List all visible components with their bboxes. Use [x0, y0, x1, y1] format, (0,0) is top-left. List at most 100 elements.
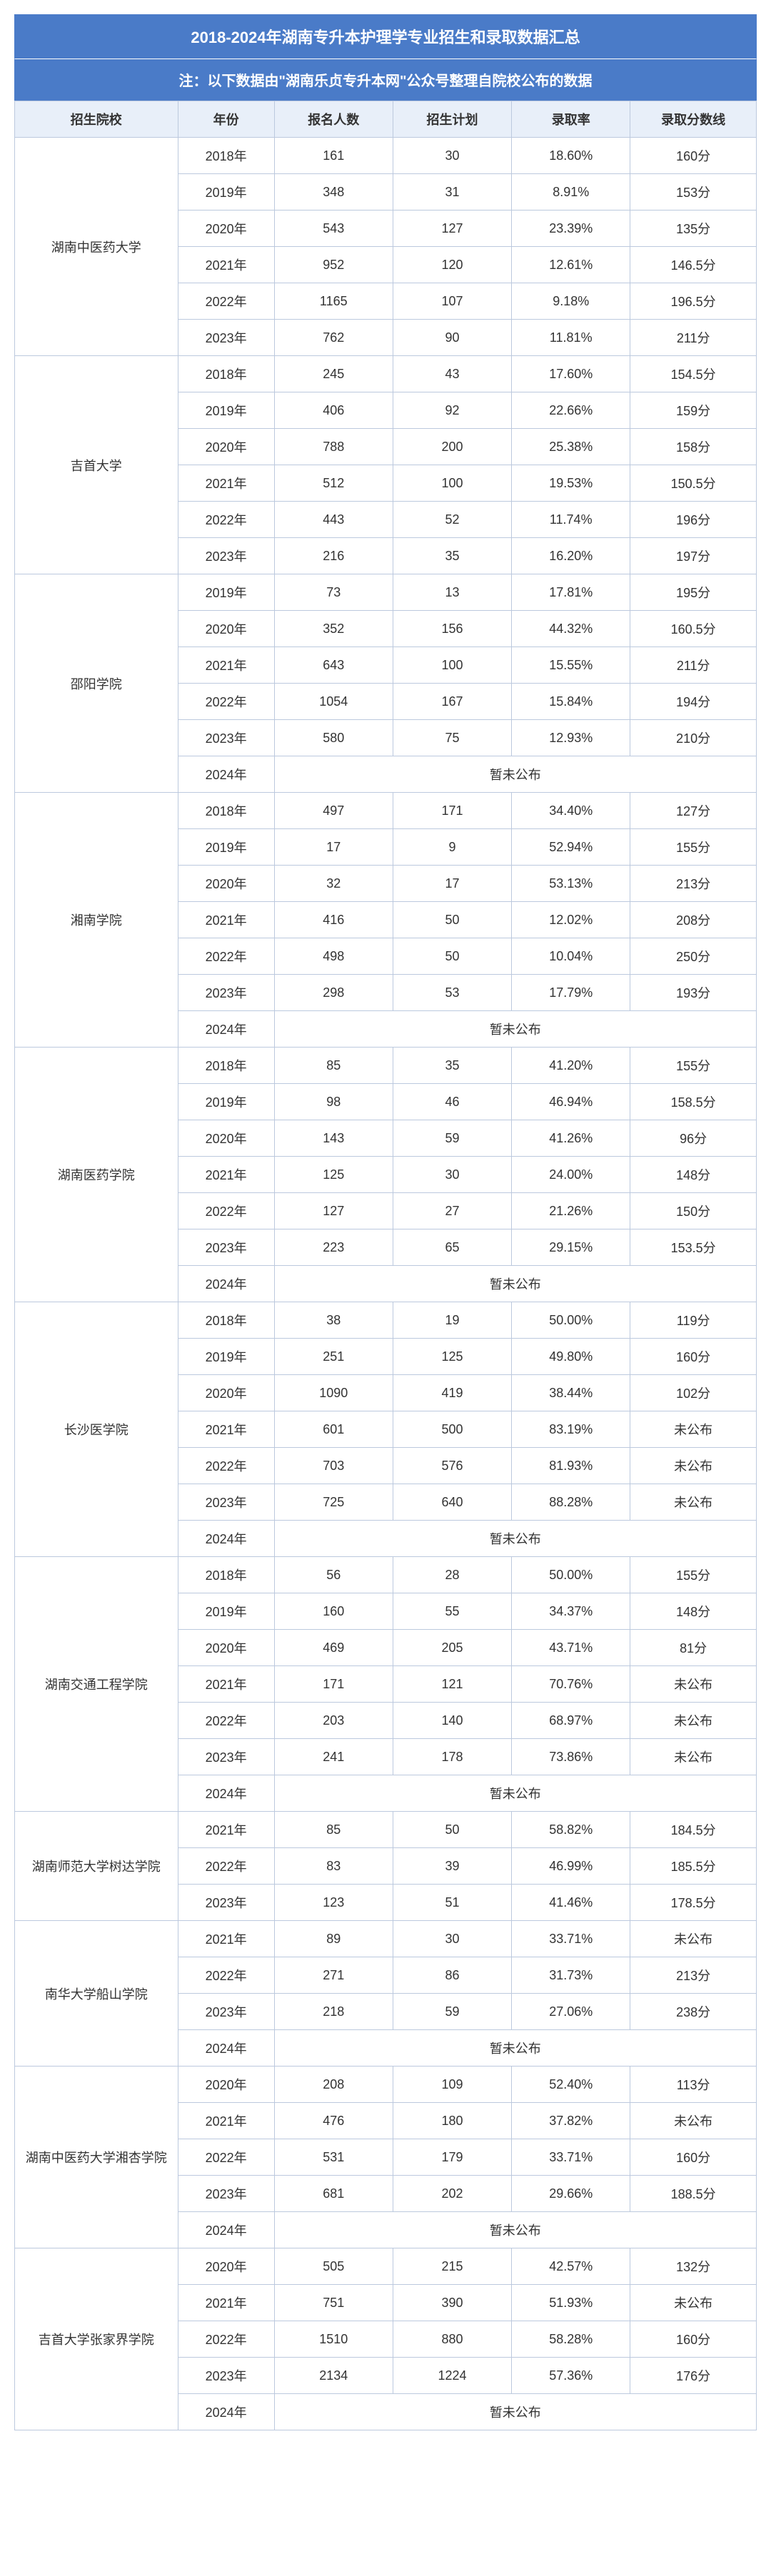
- applicants-cell: 98: [274, 1084, 393, 1120]
- year-cell: 2019年: [178, 1593, 274, 1630]
- year-cell: 2020年: [178, 611, 274, 647]
- plan-cell: 9: [393, 829, 511, 866]
- rate-cell: 41.26%: [512, 1120, 630, 1157]
- year-cell: 2024年: [178, 2212, 274, 2248]
- year-cell: 2018年: [178, 356, 274, 392]
- rate-cell: 22.66%: [512, 392, 630, 429]
- year-cell: 2021年: [178, 902, 274, 938]
- plan-cell: 27: [393, 1193, 511, 1229]
- year-cell: 2022年: [178, 1448, 274, 1484]
- applicants-cell: 601: [274, 1411, 393, 1448]
- rate-cell: 33.71%: [512, 1921, 630, 1957]
- plan-cell: 127: [393, 211, 511, 247]
- plan-cell: 121: [393, 1666, 511, 1703]
- pending-cell: 暂未公布: [274, 2394, 756, 2430]
- table-row: 湖南中医药大学2018年1613018.60%160分: [15, 138, 757, 174]
- year-cell: 2019年: [178, 1084, 274, 1120]
- note-subtitle: 注：以下数据由"湖南乐贞专升本网"公众号整理自院校公布的数据: [14, 59, 757, 101]
- applicants-cell: 143: [274, 1120, 393, 1157]
- applicants-cell: 1090: [274, 1375, 393, 1411]
- applicants-cell: 788: [274, 429, 393, 465]
- rate-cell: 27.06%: [512, 1994, 630, 2030]
- school-cell: 湖南师范大学树达学院: [15, 1812, 178, 1921]
- score-cell: 160分: [630, 2321, 757, 2358]
- rate-cell: 23.39%: [512, 211, 630, 247]
- applicants-cell: 580: [274, 720, 393, 756]
- plan-cell: 50: [393, 902, 511, 938]
- applicants-cell: 476: [274, 2103, 393, 2139]
- year-cell: 2019年: [178, 574, 274, 611]
- score-cell: 未公布: [630, 1921, 757, 1957]
- header-plan: 招生计划: [393, 101, 511, 138]
- plan-cell: 100: [393, 465, 511, 502]
- plan-cell: 419: [393, 1375, 511, 1411]
- school-cell: 邵阳学院: [15, 574, 178, 793]
- table-container: 2018-2024年湖南专升本护理学专业招生和录取数据汇总 注：以下数据由"湖南…: [0, 0, 771, 2445]
- year-cell: 2022年: [178, 502, 274, 538]
- applicants-cell: 83: [274, 1848, 393, 1885]
- score-cell: 150分: [630, 1193, 757, 1229]
- year-cell: 2018年: [178, 138, 274, 174]
- score-cell: 160分: [630, 2139, 757, 2176]
- applicants-cell: 218: [274, 1994, 393, 2030]
- rate-cell: 11.81%: [512, 320, 630, 356]
- year-cell: 2021年: [178, 2285, 274, 2321]
- plan-cell: 215: [393, 2248, 511, 2285]
- plan-cell: 125: [393, 1339, 511, 1375]
- year-cell: 2020年: [178, 429, 274, 465]
- rate-cell: 50.00%: [512, 1557, 630, 1593]
- score-cell: 196分: [630, 502, 757, 538]
- applicants-cell: 498: [274, 938, 393, 975]
- rate-cell: 58.82%: [512, 1812, 630, 1848]
- plan-cell: 28: [393, 1557, 511, 1593]
- plan-cell: 35: [393, 1048, 511, 1084]
- rate-cell: 10.04%: [512, 938, 630, 975]
- score-cell: 193分: [630, 975, 757, 1011]
- applicants-cell: 123: [274, 1885, 393, 1921]
- year-cell: 2023年: [178, 320, 274, 356]
- year-cell: 2022年: [178, 1848, 274, 1885]
- rate-cell: 44.32%: [512, 611, 630, 647]
- plan-cell: 51: [393, 1885, 511, 1921]
- applicants-cell: 56: [274, 1557, 393, 1593]
- plan-cell: 640: [393, 1484, 511, 1521]
- rate-cell: 17.79%: [512, 975, 630, 1011]
- table-row: 湖南医药学院2018年853541.20%155分: [15, 1048, 757, 1084]
- main-title: 2018-2024年湖南专升本护理学专业招生和录取数据汇总: [14, 14, 757, 59]
- applicants-cell: 443: [274, 502, 393, 538]
- year-cell: 2024年: [178, 1775, 274, 1812]
- plan-cell: 1224: [393, 2358, 511, 2394]
- rate-cell: 53.13%: [512, 866, 630, 902]
- applicants-cell: 543: [274, 211, 393, 247]
- plan-cell: 167: [393, 684, 511, 720]
- rate-cell: 50.00%: [512, 1302, 630, 1339]
- rate-cell: 46.94%: [512, 1084, 630, 1120]
- score-cell: 81分: [630, 1630, 757, 1666]
- score-cell: 160.5分: [630, 611, 757, 647]
- score-cell: 211分: [630, 320, 757, 356]
- applicants-cell: 952: [274, 247, 393, 283]
- applicants-cell: 1510: [274, 2321, 393, 2358]
- plan-cell: 31: [393, 174, 511, 211]
- table-row: 湘南学院2018年49717134.40%127分: [15, 793, 757, 829]
- header-row: 招生院校 年份 报名人数 招生计划 录取率 录取分数线: [15, 101, 757, 138]
- rate-cell: 83.19%: [512, 1411, 630, 1448]
- plan-cell: 880: [393, 2321, 511, 2358]
- header-rate: 录取率: [512, 101, 630, 138]
- applicants-cell: 298: [274, 975, 393, 1011]
- plan-cell: 30: [393, 1921, 511, 1957]
- table-row: 南华大学船山学院2021年893033.71%未公布: [15, 1921, 757, 1957]
- rate-cell: 11.74%: [512, 502, 630, 538]
- score-cell: 未公布: [630, 1484, 757, 1521]
- applicants-cell: 89: [274, 1921, 393, 1957]
- applicants-cell: 38: [274, 1302, 393, 1339]
- rate-cell: 29.66%: [512, 2176, 630, 2212]
- rate-cell: 34.37%: [512, 1593, 630, 1630]
- applicants-cell: 703: [274, 1448, 393, 1484]
- table-body: 湖南中医药大学2018年1613018.60%160分2019年348318.9…: [15, 138, 757, 2430]
- table-row: 吉首大学张家界学院2020年50521542.57%132分: [15, 2248, 757, 2285]
- applicants-cell: 125: [274, 1157, 393, 1193]
- plan-cell: 205: [393, 1630, 511, 1666]
- plan-cell: 53: [393, 975, 511, 1011]
- plan-cell: 202: [393, 2176, 511, 2212]
